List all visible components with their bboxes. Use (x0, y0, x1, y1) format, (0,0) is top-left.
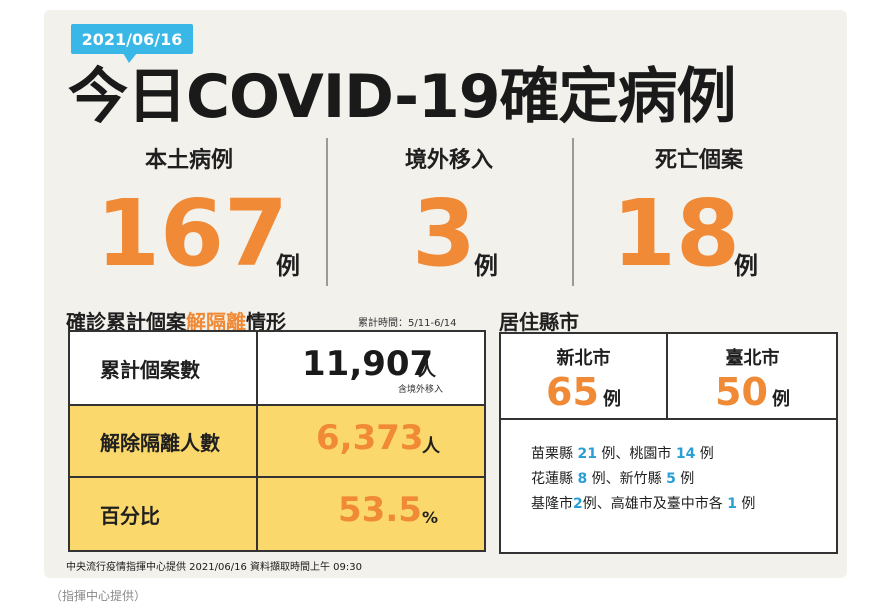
date-badge: 2021/06/16 (71, 24, 193, 63)
row-value: 6,373 (316, 418, 424, 458)
row-value: 53.5 (338, 490, 422, 530)
list-number: 1 (727, 496, 737, 512)
list-number: 8 (577, 471, 588, 487)
stat-unit: 例 (474, 252, 498, 280)
city-unit: 例 (771, 389, 790, 410)
list-number: 14 (675, 446, 696, 462)
list-text: 例、桃園市 (596, 446, 676, 462)
stat-local-cases: 本土病例 167 例 (64, 146, 314, 296)
row-subnote: 含境外移入 (398, 385, 444, 395)
list-text: 例、新竹縣 (587, 471, 667, 487)
row-unit: 人 (422, 436, 440, 457)
image-caption: （指揮中心提供） (50, 589, 147, 603)
city-value: 65 (546, 370, 599, 414)
list-text: 苗栗縣 (531, 446, 578, 462)
list-text: 花蓮縣 (531, 471, 578, 487)
stat-deaths: 死亡個案 18 例 (574, 146, 824, 296)
stat-value: 18 (612, 180, 741, 287)
row-label: 累計個案數 (70, 332, 258, 404)
isolation-note: 累計時間：5/11-6/14 (358, 318, 457, 329)
list-text: 例 (736, 496, 756, 512)
list-text: 例 (675, 471, 695, 487)
stat-unit: 例 (734, 252, 758, 280)
list-text: 例 (695, 446, 714, 462)
city-taipei: 臺北市 50 例 (669, 334, 836, 418)
stat-value: 3 (412, 180, 477, 287)
list-number: 21 (577, 446, 597, 462)
stat-unit: 例 (276, 252, 300, 280)
covid-infographic: 2021/06/16 今日COVID-19確定病例 本土病例 167 例 境外移… (44, 10, 847, 578)
divider (572, 138, 574, 286)
residence-top: 新北市 65 例 臺北市 50 例 (501, 334, 836, 420)
list-text: 基隆市 (531, 496, 573, 512)
row-value-cell: 53.5 % (258, 478, 484, 550)
table-row: 解除隔離人數 6,373 人 (70, 404, 484, 476)
row-value-cell: 6,373 人 (258, 406, 484, 476)
city-unit: 例 (602, 389, 621, 410)
stat-label: 死亡個案 (654, 148, 743, 173)
isolation-table: 累計個案數 11,907 人 含境外移入 解除隔離人數 6,373 人 百分比 … (68, 330, 486, 552)
other-cities-list: 苗栗縣 21 例、桃園市 14 例 花蓮縣 8 例、新竹縣 5 例 基隆市2例、… (531, 442, 755, 517)
list-number: 2 (573, 496, 583, 512)
residence-box: 新北市 65 例 臺北市 50 例 苗栗縣 21 例、桃園市 14 例 花蓮縣 8 … (499, 332, 838, 554)
city-name: 新北市 (556, 348, 611, 369)
city-new-taipei: 新北市 65 例 (501, 334, 668, 418)
table-row: 百分比 53.5 % (70, 476, 484, 550)
divider (326, 138, 328, 286)
city-value: 50 (715, 370, 768, 414)
row-value-cell: 11,907 人 含境外移入 (258, 332, 484, 404)
stat-value: 167 (96, 180, 289, 287)
list-number: 5 (666, 471, 676, 487)
stat-label: 本土病例 (144, 148, 233, 173)
stat-label: 境外移入 (404, 148, 493, 173)
row-label: 百分比 (70, 478, 258, 550)
source-footer: 中央流行疫情指揮中心提供 2021/06/16 資料擷取時間上午 09:30 (66, 562, 362, 573)
city-name: 臺北市 (725, 348, 780, 369)
stat-imported-cases: 境外移入 3 例 (324, 146, 574, 296)
list-item: 苗栗縣 21 例、桃園市 14 例 (531, 442, 755, 467)
row-value: 11,907 (302, 344, 434, 384)
row-label: 解除隔離人數 (70, 406, 258, 476)
list-text: 例、高雄市及臺中市各 (582, 496, 728, 512)
page-title: 今日COVID-19確定病例 (68, 62, 737, 132)
table-row: 累計個案數 11,907 人 含境外移入 (70, 332, 484, 404)
list-item: 花蓮縣 8 例、新竹縣 5 例 (531, 467, 755, 492)
row-unit: 人 (418, 360, 436, 381)
residence-section-title: 居住縣市 (499, 310, 579, 334)
row-unit: % (422, 508, 439, 527)
list-item: 基隆市2例、高雄市及臺中市各 1 例 (531, 492, 755, 517)
